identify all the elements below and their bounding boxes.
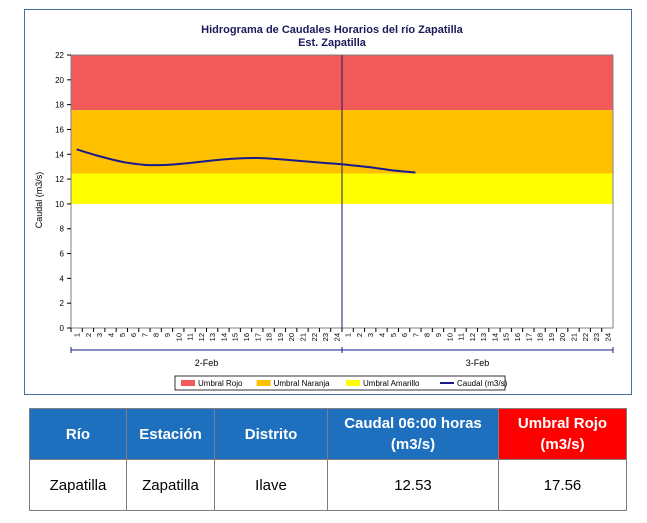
table-row: Zapatilla Zapatilla Ilave 12.53 17.56 [29, 459, 627, 511]
x-tick-label: 15 [231, 333, 240, 341]
station-table: Río Estación Distrito Caudal 06:00 horas… [29, 408, 627, 511]
day-label: 2-Feb [195, 358, 219, 368]
x-tick-label: 7 [140, 333, 149, 337]
x-tick-label: 4 [107, 333, 116, 337]
y-tick-label: 2 [60, 299, 65, 308]
x-tick-label: 11 [457, 333, 466, 341]
x-tick-label: 5 [118, 333, 127, 337]
x-tick-label: 13 [479, 333, 488, 341]
chart-title: Hidrograma de Caudales Horarios del río … [201, 24, 464, 36]
x-tick-label: 20 [287, 333, 296, 341]
x-tick-label: 14 [490, 333, 499, 341]
x-tick-label: 24 [332, 333, 341, 341]
x-tick-label: 8 [152, 333, 161, 337]
x-tick-label: 1 [73, 333, 82, 337]
x-tick-label: 5 [389, 333, 398, 337]
y-tick-label: 18 [55, 101, 64, 110]
y-tick-label: 6 [60, 250, 65, 259]
header-rio: Río [29, 408, 127, 460]
x-tick-label: 17 [253, 333, 262, 341]
y-tick-label: 4 [60, 274, 65, 283]
y-tick-label: 16 [55, 125, 64, 134]
legend-box [174, 375, 506, 391]
y-tick-label: 20 [55, 76, 64, 85]
cell-caudal: 12.53 [327, 459, 499, 511]
y-tick-label: 14 [55, 150, 64, 159]
x-tick-label: 13 [208, 333, 217, 341]
chart-subtitle: Est. Zapatilla [298, 37, 367, 49]
x-tick-label: 19 [276, 333, 285, 341]
legend-label-3: Caudal (m3/s) [457, 379, 508, 388]
x-tick-label: 15 [502, 333, 511, 341]
x-tick-label: 22 [581, 333, 590, 341]
x-tick-label: 21 [298, 333, 307, 341]
legend-label-2: Umbral Amarillo [363, 379, 420, 388]
hydrograph-chart: Hidrograma de Caudales Horarios del río … [34, 24, 614, 391]
x-tick-label: 9 [163, 333, 172, 337]
x-tick-label: 23 [592, 333, 601, 341]
cell-rio: Zapatilla [29, 459, 127, 511]
table-header-row: Río Estación Distrito Caudal 06:00 horas… [29, 408, 627, 460]
x-tick-label: 18 [536, 333, 545, 341]
x-tick-label: 23 [321, 333, 330, 341]
x-tick-label: 11 [186, 333, 195, 341]
y-tick-label: 8 [60, 225, 65, 234]
x-tick-label: 22 [310, 333, 319, 341]
x-tick-label: 12 [468, 333, 477, 341]
header-umbral-rojo: Umbral Rojo (m3/s) [498, 408, 627, 460]
x-tick-label: 3 [366, 333, 375, 337]
legend-label-0: Umbral Rojo [198, 379, 243, 388]
cell-umbral-rojo: 17.56 [498, 459, 627, 511]
x-tick-label: 16 [513, 333, 522, 341]
day-label: 3-Feb [466, 358, 490, 368]
x-tick-label: 6 [400, 333, 409, 337]
x-tick-label: 10 [445, 333, 454, 341]
x-tick-label: 6 [129, 333, 138, 337]
cell-distrito: Ilave [214, 459, 328, 511]
x-tick-label: 14 [219, 333, 228, 341]
header-caudal: Caudal 06:00 horas (m3/s) [327, 408, 499, 460]
legend-swatch-1 [256, 380, 271, 386]
x-tick-label: 19 [547, 333, 556, 341]
x-tick-label: 20 [558, 333, 567, 341]
x-tick-label: 2 [355, 333, 364, 337]
x-tick-label: 1 [344, 333, 353, 337]
x-tick-label: 21 [569, 333, 578, 341]
legend-label-1: Umbral Naranja [274, 379, 331, 388]
y-tick-label: 0 [60, 324, 65, 333]
x-tick-label: 17 [524, 333, 533, 341]
x-tick-label: 3 [95, 333, 104, 337]
x-tick-label: 2 [84, 333, 93, 337]
y-tick-label: 10 [55, 200, 64, 209]
y-tick-label: 12 [55, 175, 64, 184]
x-tick-label: 12 [197, 333, 206, 341]
legend-swatch-2 [346, 380, 360, 386]
x-tick-label: 9 [434, 333, 443, 337]
chart-frame: Hidrograma de Caudales Horarios del río … [24, 9, 632, 395]
x-tick-label: 8 [423, 333, 432, 337]
x-tick-label: 7 [411, 333, 420, 337]
x-tick-label: 10 [174, 333, 183, 341]
legend-swatch-0 [181, 380, 195, 386]
x-tick-label: 18 [265, 333, 274, 341]
header-distrito: Distrito [214, 408, 328, 460]
series-line-caudal [76, 148, 416, 174]
cell-estacion: Zapatilla [126, 459, 215, 511]
x-tick-label: 16 [242, 333, 251, 341]
y-axis-label: Caudal (m3/s) [34, 172, 44, 229]
y-tick-label: 22 [55, 51, 64, 60]
x-tick-label: 24 [603, 333, 612, 341]
x-tick-label: 4 [378, 333, 387, 337]
header-estacion: Estación [126, 408, 215, 460]
